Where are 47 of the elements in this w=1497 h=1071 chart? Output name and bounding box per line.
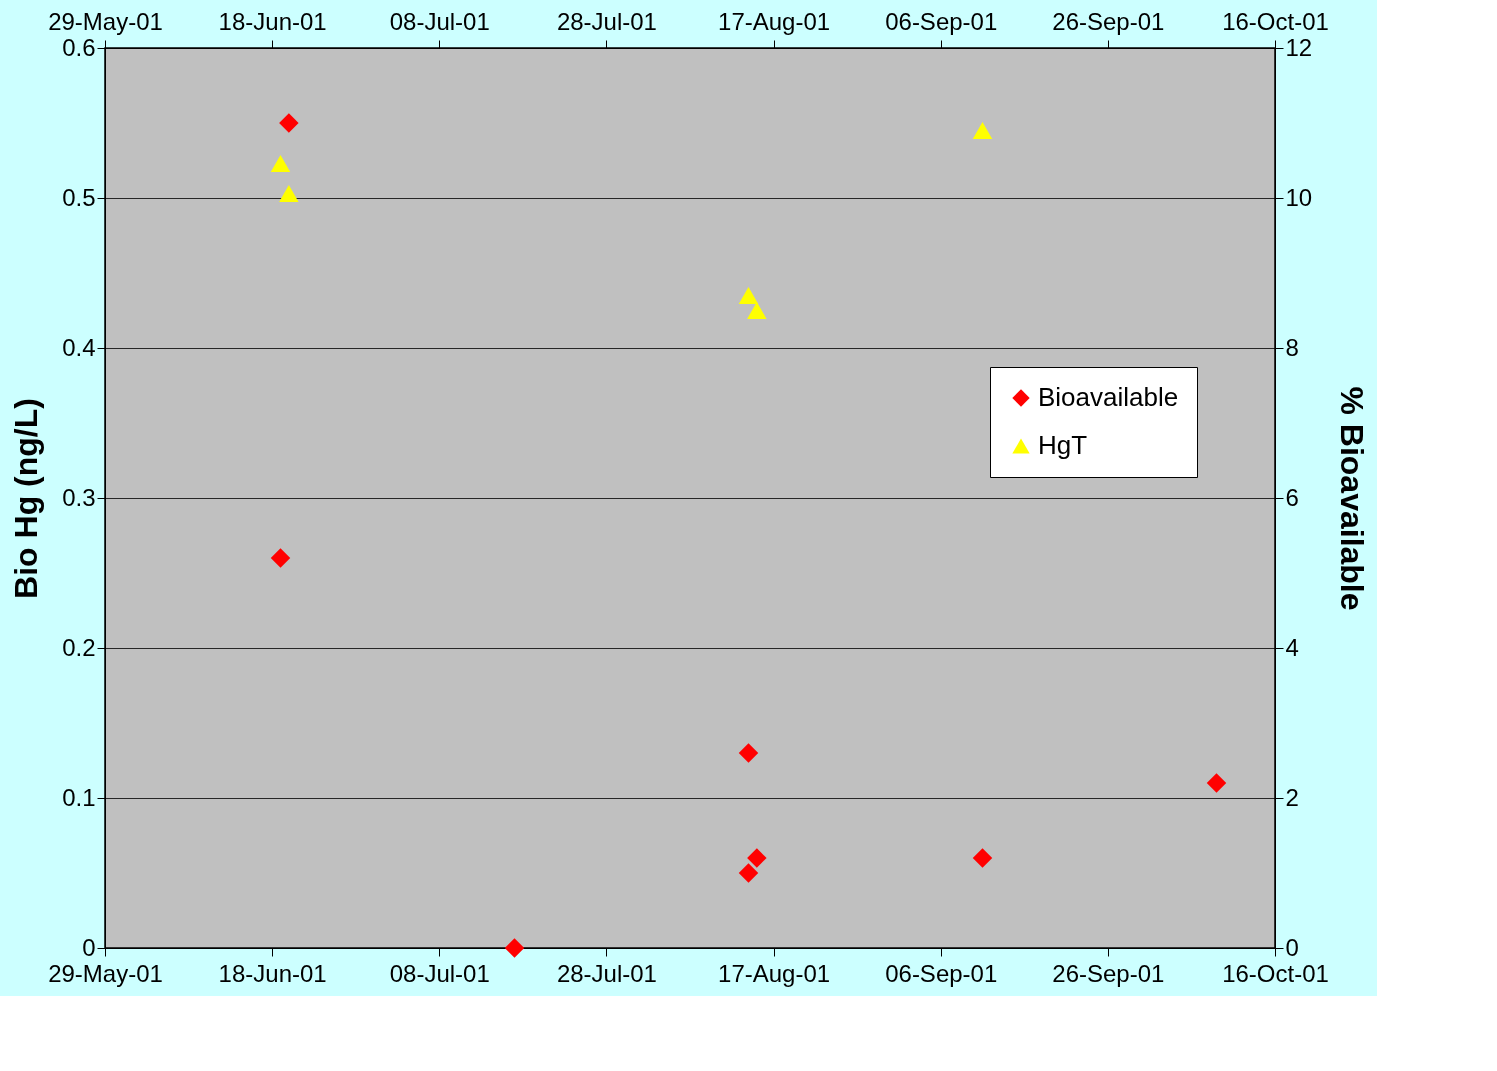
x2-tick-label: 29-May-01 — [48, 7, 163, 35]
y2-tick-label: 12 — [1285, 33, 1313, 61]
legend-label: Bioavailable — [1038, 382, 1179, 412]
y-axis-title: Bio Hg (ng/L) — [8, 398, 45, 599]
x-tick-label: 26-Sep-01 — [1052, 959, 1165, 987]
point — [1206, 773, 1227, 793]
point — [279, 113, 299, 133]
y-tick-label: 0.2 — [62, 633, 96, 661]
x2-tick-label: 28-Jul-01 — [556, 7, 657, 35]
point — [270, 155, 291, 172]
x-tick-label: 08-Jul-01 — [389, 959, 490, 987]
y2-tick-label: 10 — [1285, 183, 1313, 211]
x-tick-label: 17-Aug-01 — [718, 959, 831, 987]
y-tick-label: 0.3 — [62, 483, 96, 511]
y-tick-label: 0.5 — [62, 183, 96, 211]
y2-tick-label: 0 — [1285, 933, 1299, 961]
point — [747, 848, 767, 868]
point — [279, 185, 299, 202]
x2-tick-label: 26-Sep-01 — [1052, 7, 1165, 35]
x-tick-label: 29-May-01 — [48, 959, 163, 987]
y2-tick-label: 4 — [1285, 633, 1299, 661]
point — [738, 287, 759, 304]
y-tick-label: 0.4 — [62, 333, 96, 361]
y-tick-label: 0.6 — [62, 33, 96, 61]
point — [270, 548, 291, 568]
y2-tick-label: 2 — [1285, 783, 1299, 811]
x2-tick-label: 08-Jul-01 — [389, 7, 490, 35]
x-tick-label: 16-Oct-01 — [1222, 959, 1329, 987]
x2-tick-label: 17-Aug-01 — [718, 7, 831, 35]
y-tick-label: 0.1 — [62, 783, 96, 811]
legend-label: HgT — [1038, 430, 1088, 460]
point — [972, 122, 993, 139]
y-tick-label: 0 — [82, 933, 96, 961]
point — [972, 848, 993, 868]
x2-tick-label: 06-Sep-01 — [885, 7, 998, 35]
x2-tick-label: 16-Oct-01 — [1222, 7, 1329, 35]
point — [504, 938, 525, 958]
point — [747, 302, 767, 319]
point — [738, 863, 759, 883]
x-tick-label: 18-Jun-01 — [218, 959, 327, 987]
x-tick-label: 06-Sep-01 — [885, 959, 998, 987]
y2-axis-title: % Bioavailable — [1334, 386, 1371, 611]
x2-tick-label: 18-Jun-01 — [218, 7, 327, 35]
y2-tick-label: 8 — [1285, 333, 1299, 361]
point — [738, 743, 759, 763]
x-tick-label: 28-Jul-01 — [556, 959, 657, 987]
y2-tick-label: 6 — [1285, 483, 1299, 511]
